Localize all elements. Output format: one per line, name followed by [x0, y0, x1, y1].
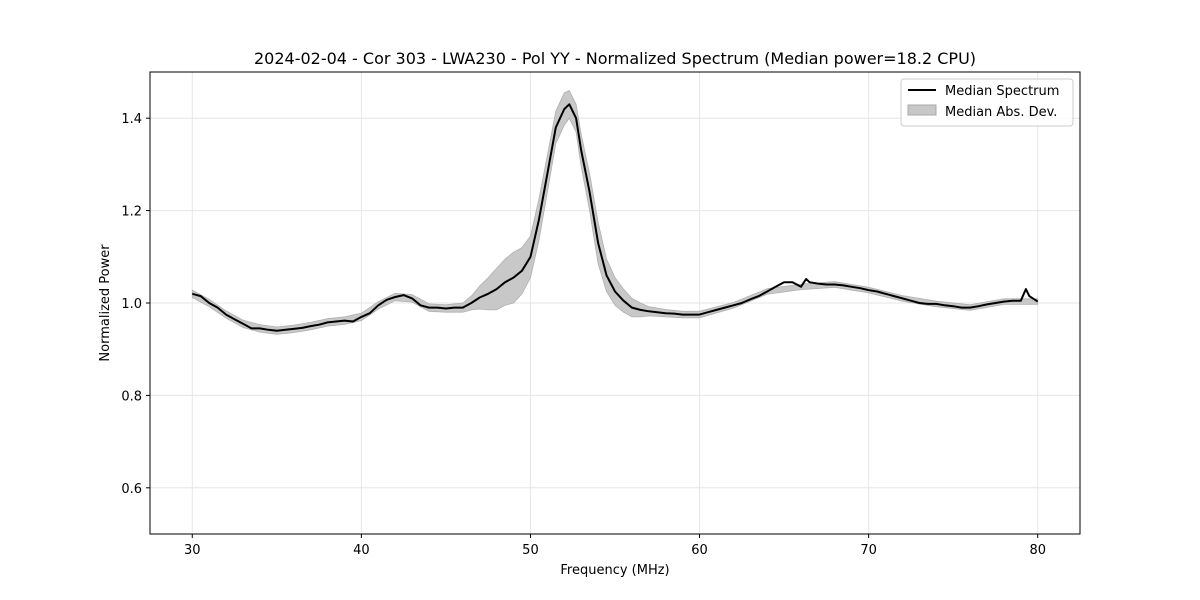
mad-band: [191, 89, 1039, 335]
x-tick-label: 70: [860, 543, 877, 558]
y-tick-label: 0.8: [121, 389, 142, 404]
y-tick-label: 1.2: [121, 205, 142, 220]
legend: Median Spectrum Median Abs. Dev.: [900, 78, 1074, 127]
x-axis-label: Frequency (MHz): [560, 563, 669, 578]
legend-box: [900, 78, 1074, 127]
legend-label-mad: Median Abs. Dev.: [945, 105, 1057, 120]
x-tick-label: 80: [1029, 543, 1046, 558]
x-tick-label: 30: [184, 543, 201, 558]
y-tick-label: 1.0: [121, 297, 142, 312]
y-tick-label: 1.4: [121, 112, 142, 127]
y-tick-label: 0.6: [121, 482, 142, 497]
mad-band-layer: [191, 89, 1039, 335]
median-spectrum-line: [192, 103, 1039, 332]
x-tick-label: 50: [522, 543, 539, 558]
x-axis-ticks: 30 40 50 60 70 80: [184, 534, 1046, 558]
x-tick-label: 40: [353, 543, 370, 558]
x-tick-label: 60: [691, 543, 708, 558]
chart-title: 2024-02-04 - Cor 303 - LWA230 - Pol YY -…: [254, 49, 976, 68]
legend-band-swatch: [907, 104, 937, 116]
median-line-layer: [192, 103, 1039, 332]
y-axis-ticks: 0.6 0.8 1.0 1.2 1.4: [121, 112, 150, 497]
legend-label-median: Median Spectrum: [945, 84, 1059, 99]
y-axis-label: Normalized Power: [98, 244, 113, 362]
